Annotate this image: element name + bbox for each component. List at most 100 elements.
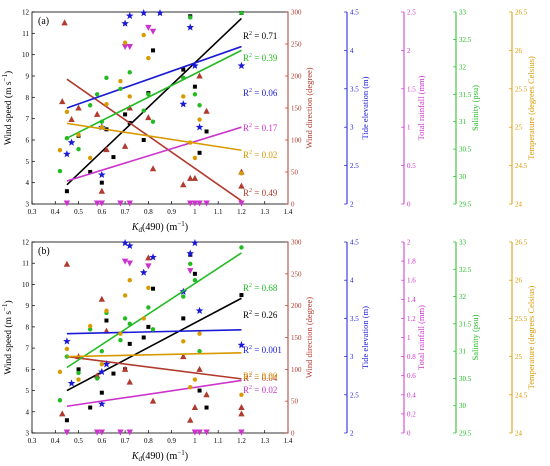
r2-label: R2 = 0.04 bbox=[243, 373, 278, 383]
y-tick-label: 10 bbox=[22, 281, 30, 289]
data-point bbox=[117, 200, 124, 207]
y-tick-label: 100 bbox=[291, 366, 302, 374]
y-tick-label: 4 bbox=[26, 408, 30, 416]
fit-line bbox=[66, 252, 242, 369]
data-point bbox=[192, 278, 198, 283]
series-wind_direction: R2 = 0.49 bbox=[59, 19, 278, 202]
series-salinity: R2 = 0.68 bbox=[57, 245, 278, 403]
data-point bbox=[238, 404, 245, 411]
fit-line bbox=[66, 379, 242, 408]
data-point bbox=[203, 391, 210, 398]
r2-label: R2 = 0.71 bbox=[243, 31, 277, 41]
x-tick-label: 0.7 bbox=[121, 208, 130, 216]
y-tick-label: 32 bbox=[459, 63, 467, 71]
data-point bbox=[93, 110, 101, 117]
data-point bbox=[187, 268, 194, 275]
data-point bbox=[239, 293, 244, 298]
y-tick-label: 25.5 bbox=[515, 315, 528, 323]
data-point bbox=[197, 388, 202, 393]
y-tick-label: 2.5 bbox=[407, 9, 416, 17]
data-point bbox=[179, 100, 188, 108]
axis-tide: 2 2.5 3 3.5 4 4.5 Tide elevation (m) bbox=[344, 9, 370, 209]
data-point bbox=[63, 429, 71, 436]
y-tick-label: 30.5 bbox=[459, 375, 472, 383]
data-point bbox=[99, 180, 104, 185]
data-point bbox=[93, 200, 101, 207]
x-tick-label: 1.4 bbox=[284, 437, 293, 445]
data-point bbox=[127, 94, 132, 99]
fit-line bbox=[66, 49, 242, 139]
data-point bbox=[149, 397, 157, 404]
data-point bbox=[99, 348, 105, 354]
data-point bbox=[192, 271, 197, 276]
fit-line bbox=[66, 17, 243, 186]
series-wind_speed: R2 = 0.71 bbox=[64, 11, 277, 194]
y-tick-label: 11 bbox=[22, 260, 29, 268]
axis-title: Wind direction (degree) bbox=[304, 67, 314, 148]
y-tick-label: 2.5 bbox=[350, 162, 359, 170]
data-point bbox=[192, 377, 198, 382]
data-point bbox=[121, 365, 129, 372]
y-tick-label: 29.5 bbox=[459, 201, 472, 209]
data-point bbox=[64, 109, 70, 115]
data-point bbox=[104, 101, 109, 107]
fit-line bbox=[66, 329, 242, 335]
r2-label: R2 = 0.00 bbox=[243, 371, 278, 381]
y-tick-label: 300 bbox=[291, 239, 302, 247]
axis-title: Total rainfall (mm) bbox=[416, 305, 426, 370]
y-tick-label: 33 bbox=[459, 239, 467, 247]
data-point bbox=[57, 398, 63, 403]
data-point bbox=[239, 392, 244, 397]
fit-line bbox=[66, 78, 242, 202]
y-tick-label: 9 bbox=[26, 302, 30, 310]
data-point bbox=[88, 405, 93, 410]
data-point bbox=[192, 84, 197, 89]
data-point bbox=[118, 338, 123, 343]
y-tick-label: 250 bbox=[291, 270, 302, 278]
data-point bbox=[98, 429, 106, 436]
y-tick-label: 24.5 bbox=[515, 391, 528, 399]
x-tick-label: 1.1 bbox=[214, 208, 223, 216]
data-point bbox=[197, 117, 202, 122]
axis-title: Wind speed (m s−1) bbox=[1, 71, 14, 145]
series-temperature: R2 = 0.00 bbox=[57, 278, 278, 397]
data-point bbox=[181, 94, 186, 99]
data-point bbox=[187, 200, 194, 207]
data-point bbox=[139, 9, 148, 17]
data-point bbox=[63, 150, 71, 158]
axis-salinity: 29.5 30 30.5 31 31.5 32 32.5 33 Salinity (psu) bbox=[453, 239, 480, 438]
r2-label: R2 = 0.68 bbox=[243, 283, 278, 293]
data-point bbox=[126, 260, 133, 267]
data-point bbox=[64, 346, 70, 352]
x-tick-label: 1.2 bbox=[237, 437, 246, 445]
series-wind_speed: R2 = 0.26 bbox=[64, 252, 278, 423]
data-point bbox=[141, 138, 146, 142]
data-point bbox=[121, 19, 129, 27]
axis-wind_direction: 0 50 100 150 200 250 300 Wind direction (degree… bbox=[285, 239, 314, 438]
x-tick-label: 0.3 bbox=[28, 437, 37, 445]
data-point bbox=[118, 86, 123, 92]
y-tick-label: 4 bbox=[26, 179, 30, 187]
y-tick-label: 33 bbox=[459, 9, 467, 17]
data-point bbox=[76, 367, 81, 372]
data-point bbox=[111, 155, 116, 160]
y-tick-label: 0.6 bbox=[407, 372, 416, 380]
series-wind_direction: R2 = 0.04 bbox=[59, 254, 278, 423]
panel-a: 0.3 0.4 0.5 0.6 0.7 0.8 0.9 1 1.1 1.2 1.3 1.4 Kd(490… bbox=[1, 9, 536, 235]
data-point bbox=[98, 295, 106, 302]
y-tick-label: 12 bbox=[22, 9, 30, 17]
data-point bbox=[121, 239, 129, 247]
plot-frame bbox=[31, 11, 289, 205]
series-temperature: R2 = 0.02 bbox=[57, 32, 277, 176]
y-tick-label: 100 bbox=[291, 137, 302, 145]
data-point bbox=[141, 316, 146, 321]
axis-title: Tide elevation (m) bbox=[360, 76, 370, 139]
y-tick-label: 8 bbox=[26, 94, 30, 102]
y-tick-label: 31 bbox=[459, 118, 467, 126]
panel-b: 0.3 0.4 0.5 0.6 0.7 0.8 0.9 1 1.1 1.2 1.3 1.4 Kd(490… bbox=[1, 239, 536, 464]
data-point bbox=[149, 253, 157, 261]
y-tick-label: 1.4 bbox=[407, 296, 416, 304]
data-point bbox=[197, 331, 202, 336]
r2-label: R2 = 0.49 bbox=[243, 188, 278, 198]
y-tick-label: 8 bbox=[26, 323, 30, 331]
